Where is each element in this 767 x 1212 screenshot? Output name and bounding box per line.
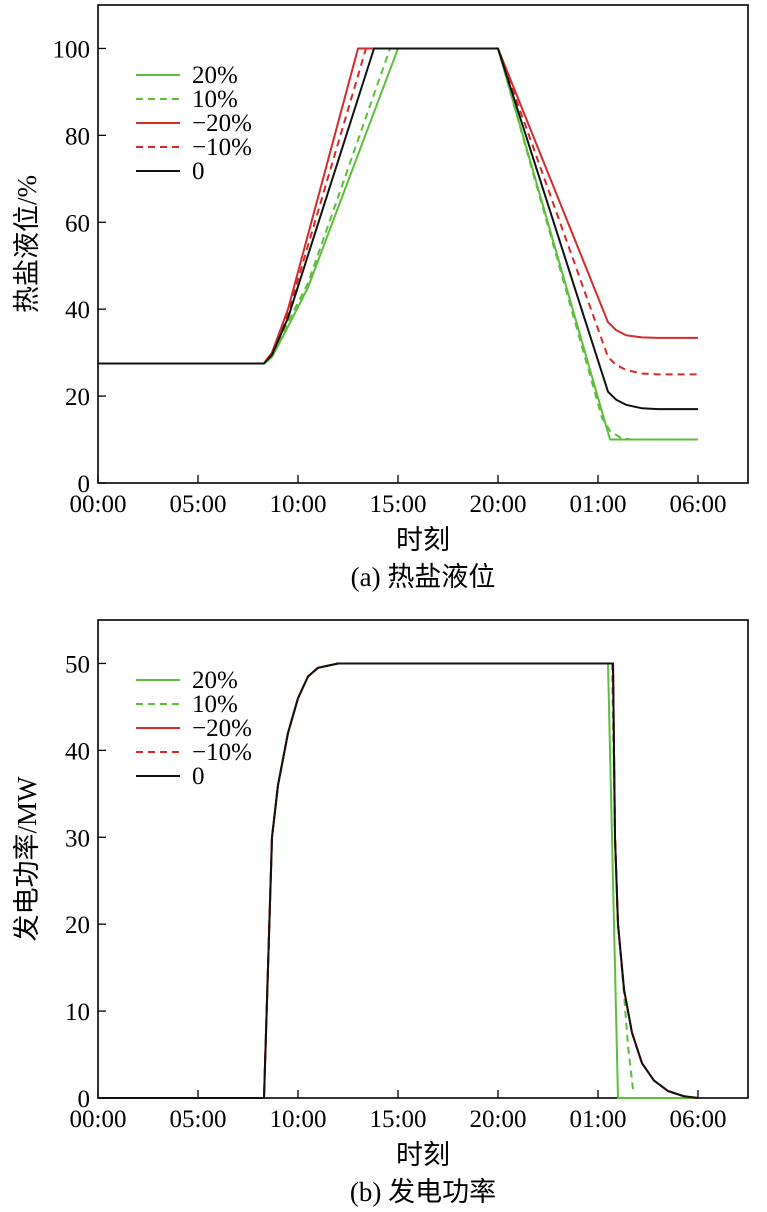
x-tick-label: 01:00 [570, 491, 627, 518]
y-tick-label: 80 [65, 123, 90, 150]
y-tick-label: 10 [65, 999, 90, 1026]
x-axis-ticks: 00:00 05:00 10:00 15:00 20:00 01:00 06:00 [70, 475, 727, 518]
series-line-4 [98, 47, 698, 411]
y-tick-label: 20 [65, 912, 90, 939]
series-line-1 [98, 47, 698, 441]
x-tick-label: 15:00 [370, 491, 427, 518]
legend-label: −20% [192, 715, 252, 742]
y-axis-ticks: 0 10 20 30 40 50 [65, 651, 106, 1113]
series-line-4 [98, 662, 699, 1099]
x-tick-label: 20:00 [470, 1106, 527, 1133]
y-tick-label: 0 [78, 471, 91, 498]
y-axis-ticks: 0 20 40 60 80 100 [53, 36, 106, 498]
legend-label: −20% [192, 110, 252, 137]
x-axis-label: 时刻 [396, 1140, 450, 1170]
legend-label: 10% [192, 691, 238, 718]
y-axis-label: 热盐液位/% [12, 175, 42, 313]
x-tick-label: 06:00 [670, 491, 727, 518]
x-tick-label: 01:00 [570, 1106, 627, 1133]
legend-label: 20% [192, 667, 238, 694]
legend-label: 10% [192, 86, 238, 113]
x-tick-label: 10:00 [270, 1106, 327, 1133]
plot-frame [97, 619, 749, 1099]
legend-label: −10% [192, 134, 252, 161]
legend: 20%10%−20%−10%0 [136, 667, 252, 790]
y-axis-label: 发电功率/MW [12, 776, 42, 942]
series-line-0 [98, 662, 698, 1099]
y-tick-label: 40 [65, 738, 90, 765]
series-layer [98, 662, 699, 1099]
series-layer [98, 47, 698, 441]
series-line-2 [98, 47, 698, 365]
y-tick-label: 40 [65, 297, 90, 324]
legend-label: −10% [192, 739, 252, 766]
x-tick-label: 20:00 [470, 491, 527, 518]
series-line-0 [98, 47, 698, 441]
y-tick-label: 0 [78, 1086, 91, 1113]
legend-label: 0 [192, 763, 205, 790]
y-tick-label: 100 [53, 36, 91, 63]
legend-label: 0 [192, 158, 205, 185]
x-axis-label: 时刻 [396, 525, 450, 555]
y-tick-label: 20 [65, 384, 90, 411]
x-tick-label: 05:00 [170, 491, 227, 518]
x-tick-label: 00:00 [70, 1106, 127, 1133]
x-tick-label: 05:00 [170, 1106, 227, 1133]
chart-caption: (b) 发电功率 [350, 1177, 496, 1207]
chart-caption: (a) 热盐液位 [351, 562, 496, 592]
y-tick-label: 50 [65, 651, 90, 678]
series-line-3 [98, 47, 698, 376]
series-line-2 [98, 662, 699, 1099]
legend: 20%10%−20%−10%0 [136, 62, 252, 185]
legend-label: 20% [192, 62, 238, 89]
series-line-3 [98, 662, 699, 1099]
chart-power-generation: 0 10 20 30 40 50 00:00 05:00 10:00 15:00 20:00 01:… [12, 619, 749, 1207]
x-axis-ticks: 00:00 05:00 10:00 15:00 20:00 01:00 06:00 [70, 1090, 727, 1133]
x-tick-label: 10:00 [270, 491, 327, 518]
x-tick-label: 15:00 [370, 1106, 427, 1133]
x-tick-label: 00:00 [70, 491, 127, 518]
plot-frame [97, 4, 749, 484]
y-tick-label: 30 [65, 825, 90, 852]
y-tick-label: 60 [65, 210, 90, 237]
x-tick-label: 06:00 [670, 1106, 727, 1133]
